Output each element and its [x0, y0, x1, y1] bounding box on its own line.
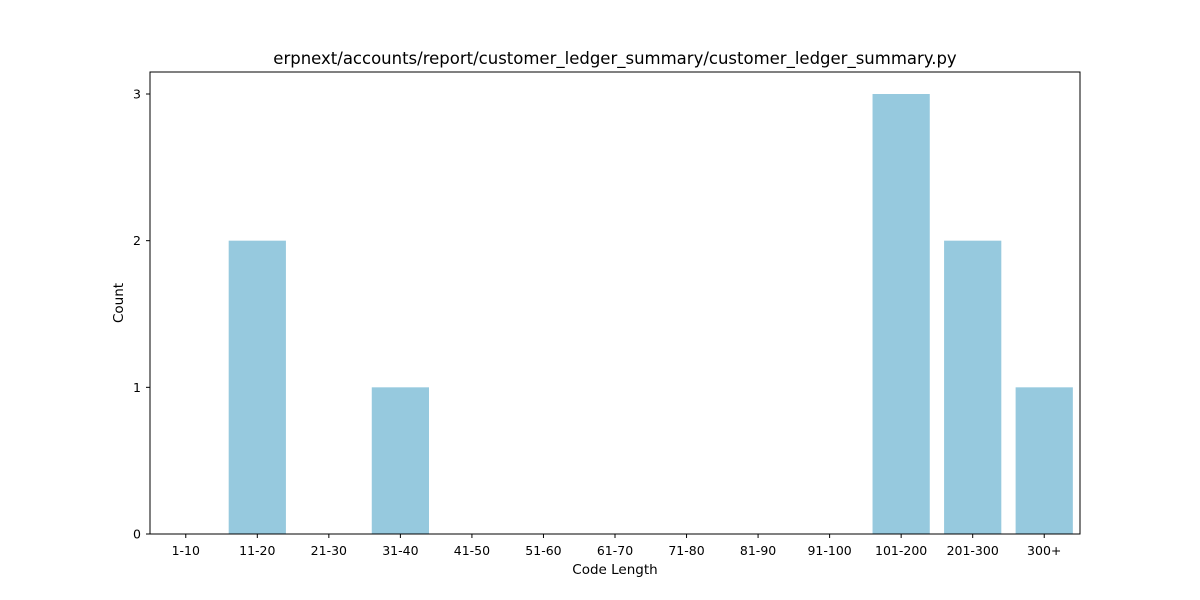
- y-axis-label: Count: [111, 283, 127, 323]
- bar-101-200: [872, 94, 930, 534]
- x-axis-label: Code Length: [572, 562, 657, 578]
- x-tick-label: 41-50: [454, 543, 490, 558]
- bar-201-300: [944, 240, 1002, 535]
- x-tick-label: 201-300: [947, 543, 999, 558]
- x-tick-label: 51-60: [525, 543, 561, 558]
- bar-300+: [1015, 387, 1073, 534]
- bar-31-40: [371, 387, 429, 534]
- y-axis: 0 1 2 3: [133, 87, 150, 542]
- x-tick-label: 11-20: [239, 543, 275, 558]
- x-tick-label: 101-200: [875, 543, 927, 558]
- x-tick-label: 71-80: [668, 543, 704, 558]
- y-tick-label: 2: [133, 233, 141, 248]
- y-tick-label: 3: [133, 87, 141, 102]
- bars-group: [228, 94, 1073, 535]
- chart-title: erpnext/accounts/report/customer_ledger_…: [273, 49, 957, 69]
- x-tick-label: 1-10: [172, 543, 200, 558]
- x-tick-label: 61-70: [597, 543, 633, 558]
- x-tick-label: 300+: [1027, 543, 1061, 558]
- x-tick-label: 21-30: [311, 543, 347, 558]
- plot-frame: [149, 71, 1081, 535]
- y-tick-label: 0: [133, 527, 141, 542]
- x-tick-label: 31-40: [382, 543, 418, 558]
- x-tick-label: 81-90: [740, 543, 776, 558]
- x-axis: 1-10 11-20 21-30 31-40 41-50 51-60 61-70 71-80 8…: [172, 534, 1061, 558]
- bar-11-20: [228, 240, 286, 535]
- y-tick-label: 1: [133, 380, 141, 395]
- x-tick-label: 91-100: [807, 543, 851, 558]
